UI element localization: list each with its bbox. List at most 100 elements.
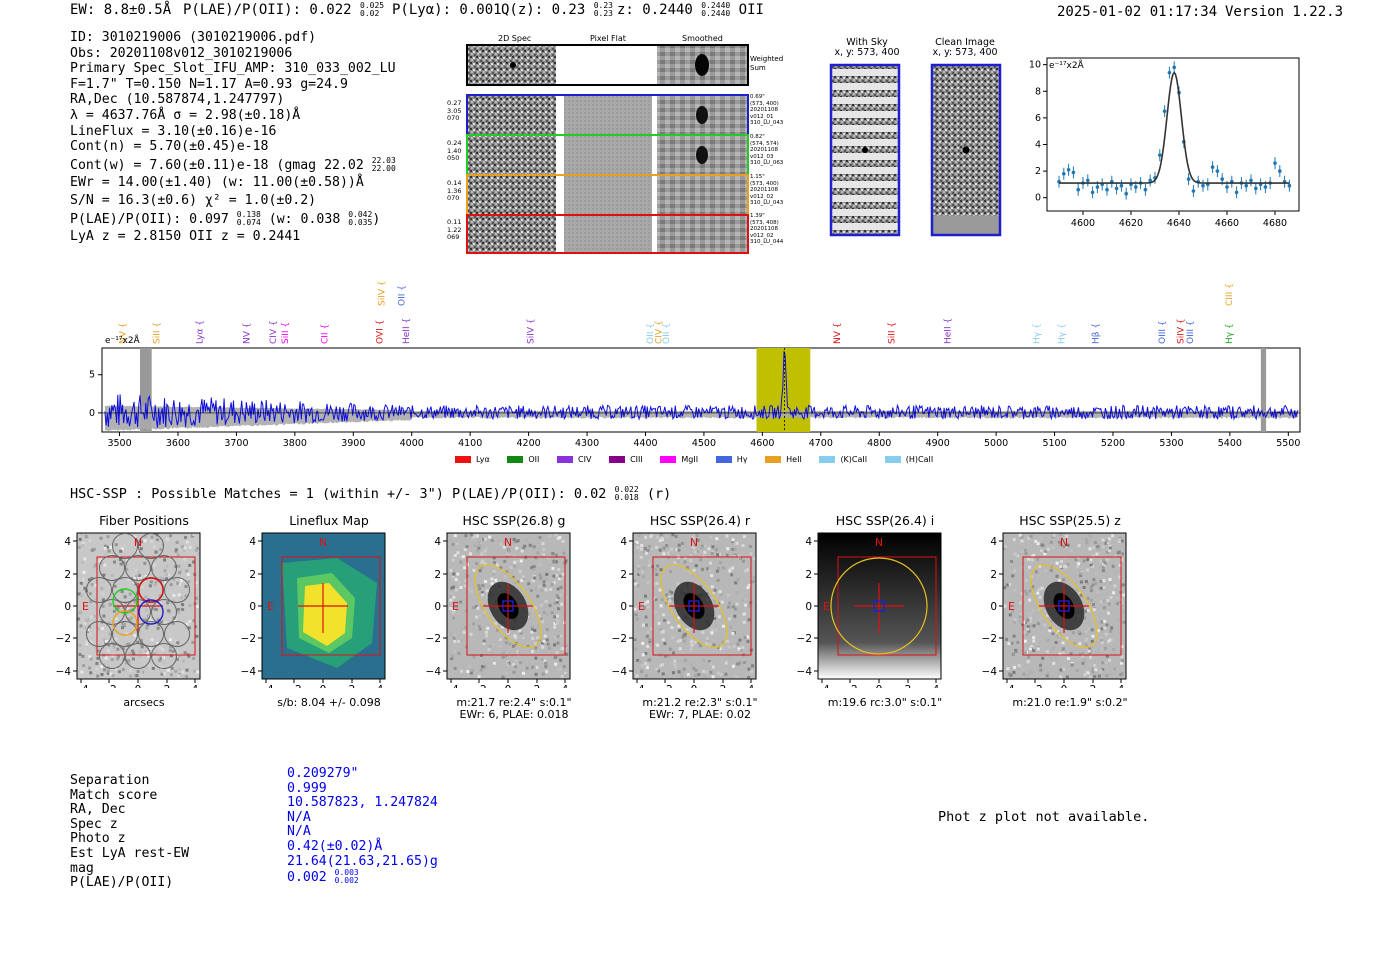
line-fit-point (1071, 166, 1076, 179)
hsc-ytick-label: −2 (426, 633, 441, 645)
hsc-xtick-label: 4 (933, 684, 940, 688)
fiber-row-3-left: 0.14 1.36 070 (447, 179, 462, 202)
line-fit-point (1119, 179, 1124, 192)
spectrum-line-label: OII { (646, 323, 656, 344)
line-fit-model (1059, 71, 1290, 184)
spectrum-xtick-label: 4400 (633, 438, 657, 449)
header-qz: Q(z): 0.23 0.23 0.23 (501, 2, 613, 19)
line-fit-point (1244, 179, 1248, 192)
with-sky-title: With Sky x, y: 573, 400 (834, 37, 900, 58)
hsc-panel-caption-line: m:21.2 re:2.3" s:0.1" (642, 696, 758, 709)
match-label: Est LyA rest-EW (70, 845, 190, 861)
fiber-row-3-right: 1.15" (573, 400) 20201108 v012_02 310_LU_043 (750, 174, 784, 206)
header-line: OII (738, 2, 764, 18)
spectrum-line-label: OVI { (376, 320, 386, 344)
hsc-xtick-label: 4 (748, 684, 755, 688)
hsc-ytick-label: 4 (620, 536, 627, 548)
ellipse-aperture (1030, 564, 1098, 648)
match-values: 0.209279" 0.999 10.587823, 1.247824 N/A … (287, 766, 438, 886)
legend-oii: OII (507, 455, 539, 464)
line-fit-ytick-label: 6 (1035, 113, 1041, 124)
cutout-header-2dspec: 2D Spec (498, 34, 532, 43)
header-plya: P(Lyα): 0.001 (392, 2, 502, 18)
line-fit-point (1086, 174, 1090, 187)
line-fit-point (1201, 179, 1205, 192)
spectrum-line-label: NV { (118, 323, 128, 344)
fiber-circle (99, 643, 125, 669)
spectrum-line-label: Lyα { (196, 320, 206, 344)
spectrum-line-label: Hβ { (1091, 323, 1101, 344)
fiber-circle (164, 577, 190, 603)
line-fit-xtick-label: 4620 (1119, 218, 1143, 229)
spectrum-xtick-label: 4600 (750, 438, 774, 449)
info-sn: S/N = 16.3(±0.6) χ² = 1.0(±0.2) (70, 192, 317, 208)
info-ewr: EWr = 14.00(±1.40) (w: 11.00(±0.58))Å (70, 175, 364, 191)
hsc-xtick-label: 2 (905, 684, 912, 688)
info-contn: Cont(n) = 5.70(±0.45)e-18 (70, 139, 269, 155)
spectrum-line-label: OII { (662, 323, 672, 344)
line-fit-point (1162, 105, 1167, 118)
east-label: E (452, 600, 459, 613)
spectrum-line-label: SiIV { (1177, 318, 1187, 344)
spectrum-ytick-label: 0 (89, 408, 95, 419)
info-id: ID: 3010219006 (3010219006.pdf) (70, 30, 317, 45)
match-value: 10.587823, 1.247824 (287, 795, 438, 811)
catalog-match-box (873, 600, 885, 612)
info-primary: Primary Spec_Slot_IFU_AMP: 310_033_002_L… (70, 61, 396, 77)
hsc-xtick-label: −2 (1027, 684, 1042, 688)
hsc-ytick-label: 2 (620, 569, 627, 581)
hsc-ytick-label: 0 (64, 601, 71, 613)
hsc-panel-caption-line: arcsecs (123, 696, 165, 709)
header-timestamp: 2025-01-02 01:17:34 (1057, 4, 1218, 20)
spectrum-line-label: Hγ { (1225, 323, 1235, 344)
fiber-row-2-right: 0.82" (574, 574) 20201108 v012_03 310_LU_063 (750, 134, 784, 166)
hsc-panel-caption-line: EWr: 7, PLAE: 0.02 (648, 708, 752, 721)
info-lyaz: LyA z = 2.8150 OII z = 0.2441 (70, 229, 301, 245)
spectrum-line-label: NV { (242, 323, 252, 344)
info-block: ID: 3010219006 (3010219006.pdf) Obs: 202… (70, 30, 396, 245)
spectrum-masked-regions (139, 348, 1267, 432)
header-z-label: z: 0.2440 (617, 2, 693, 18)
catalog-match-box (502, 600, 514, 612)
line-fit-ylabel: e⁻¹⁷x2Å (1049, 61, 1084, 71)
hsc-xtick-label: 4 (377, 684, 384, 688)
fiber-circle (164, 621, 190, 647)
hsc-panel-caption: m:21.7 re:2.4" s:0.1" EWr: 6, PLAE: 0.018 (439, 697, 589, 721)
match-value: N/A (287, 824, 311, 840)
spectrum-legend: Lyα OII CIV CIII MgII Hγ HeII (K)CaII (H… (455, 448, 941, 467)
hsc-xtick-label: −4 (814, 684, 830, 688)
spectrum-line-labels: NV {SiII {Lyα {NV {CIV {SiII {CII {SiIV … (118, 280, 1235, 344)
fiber-circle (112, 533, 138, 559)
legend-ciii: CIII (609, 455, 643, 464)
smoothed-source (695, 54, 709, 76)
sky-images (829, 63, 1002, 237)
spectrum-line-label: SiIV { (377, 280, 387, 306)
fiber-row-4 (466, 214, 749, 254)
legend-hcaii: (H)CaII (884, 455, 933, 464)
spec2d-source (510, 62, 516, 68)
hsc-ytick-label: 0 (990, 601, 997, 613)
line-fit-point (1254, 182, 1258, 195)
aperture-box (837, 556, 937, 656)
hsc-ytick-label: 4 (249, 536, 256, 548)
north-label: N (504, 536, 512, 549)
legend-lya: Lyα (455, 455, 490, 464)
fiber-row-1-left: 0.27 3.05 070 (447, 99, 462, 122)
match-label: mag (70, 860, 94, 876)
line-fit-point (1158, 149, 1162, 162)
aperture-box (1022, 556, 1122, 656)
header-z-range: 0.2440 0.2440 (701, 1, 731, 18)
line-fit-point (1062, 167, 1066, 180)
spectrum-xtick-label: 3800 (283, 438, 307, 449)
spectrum-xtick-label: 3700 (224, 438, 248, 449)
spectrum-line-label: SiII { (152, 322, 162, 344)
line-fit-point (1249, 174, 1253, 187)
hsc-ytick-label: 2 (64, 569, 71, 581)
fiber-circle (151, 555, 177, 581)
fiber-circle (99, 599, 125, 625)
aperture-box (652, 556, 752, 656)
line-fit-xtick-label: 4640 (1167, 218, 1191, 229)
hsc-ytick-label: −2 (241, 633, 256, 645)
fiber-circle (99, 555, 125, 581)
spectrum-line-label: SiII { (887, 322, 897, 344)
